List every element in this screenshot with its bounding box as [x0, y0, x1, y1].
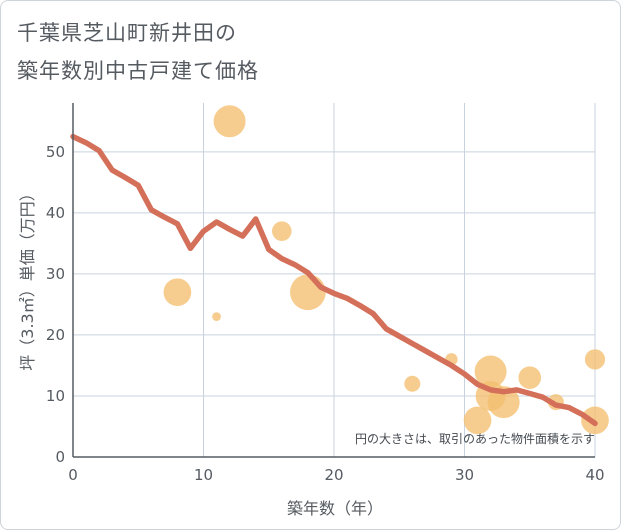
- scatter-point: [404, 375, 421, 392]
- scatter-point: [474, 355, 507, 388]
- y-tick-label: 20: [46, 326, 65, 344]
- y-tick-label: 40: [46, 204, 65, 222]
- scatter-point: [213, 105, 246, 138]
- y-tick-label: 10: [46, 387, 65, 405]
- grid-lines: [73, 103, 596, 457]
- scatter-point: [584, 349, 606, 370]
- y-tick-label: 50: [46, 143, 65, 161]
- scatter-point: [487, 386, 520, 419]
- scatter-point: [272, 221, 292, 241]
- scatter-point: [463, 406, 492, 435]
- scatter-point: [290, 274, 326, 311]
- axes: [72, 103, 595, 458]
- bubble-size-note: 円の大きさは、取引のあった物件面積を示す: [355, 431, 595, 446]
- scatter-point: [212, 312, 221, 322]
- trend-series: [70, 133, 598, 427]
- tick-labels: 0 10 20 30 40 0 10 20 30 40 50: [46, 143, 605, 484]
- x-tick-label: 20: [324, 466, 343, 484]
- y-axis-label: 坪（3.3㎡）単価（万円）: [18, 185, 37, 370]
- trend-line: [70, 133, 598, 427]
- x-tick-label: 10: [194, 466, 213, 484]
- y-tick-label: 30: [46, 265, 65, 283]
- x-tick-label: 30: [455, 466, 474, 484]
- scatter-point: [163, 278, 192, 307]
- chart-title-line-1: 千葉県芝山町新井田の: [17, 21, 237, 45]
- chart-title-line-2: 築年数別中古戸建て価格: [17, 59, 259, 83]
- scatter-series: [163, 105, 609, 435]
- scatter-point: [518, 366, 542, 389]
- x-tick-label: 0: [68, 466, 78, 484]
- y-tick-label: 0: [55, 448, 65, 466]
- x-axis-label: 築年数（年）: [287, 499, 383, 518]
- x-tick-label: 40: [585, 466, 604, 484]
